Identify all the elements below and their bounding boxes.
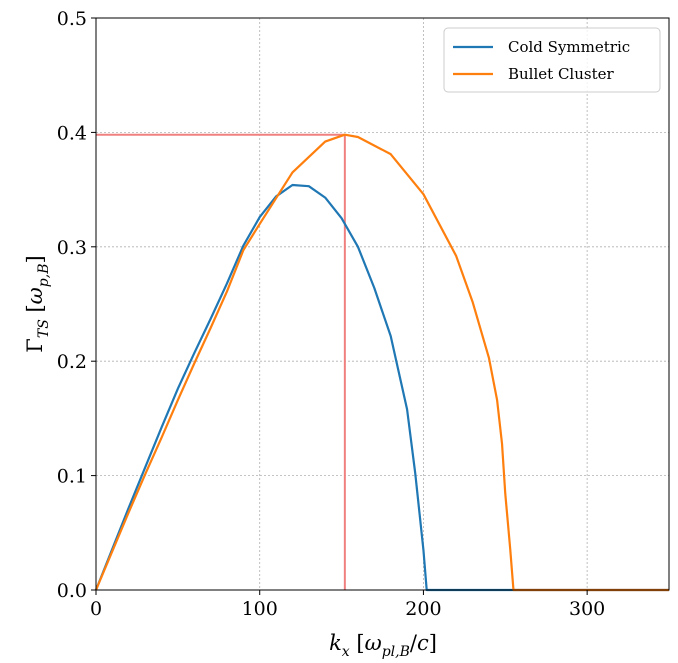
legend-label-cold-symmetric: Cold Symmetric — [508, 38, 630, 56]
axis-ticks: 0 100 200 300 0.0 0.1 0.2 0.3 0.4 0.5 — [57, 8, 605, 620]
x-axis-label: kx [ωpl,B/c] — [329, 631, 437, 660]
legend: Cold Symmetric Bullet Cluster — [443, 27, 661, 93]
grid — [95, 18, 669, 590]
series-line-cold-symmetric — [94, 183, 669, 592]
peak-markers — [96, 133, 346, 590]
legend-frame — [443, 27, 661, 93]
x-tick-label: 0 — [90, 598, 102, 620]
y-tick-label: 0.5 — [57, 8, 87, 30]
x-tick-label: 200 — [405, 598, 441, 620]
y-axis-label: ΓTS [ωp,B] — [23, 255, 52, 352]
y-tick-label: 0.3 — [57, 237, 87, 259]
x-tick-label: 300 — [569, 598, 605, 620]
series-lines — [94, 133, 669, 592]
series-line-bullet-cluster — [94, 133, 669, 592]
y-tick-label: 0.0 — [57, 580, 87, 602]
y-tick-label: 0.4 — [57, 122, 87, 144]
y-tick-label: 0.2 — [57, 351, 87, 373]
svg-text:ΓTS [ωp,B]: ΓTS [ωp,B] — [23, 255, 52, 352]
x-tick-label: 100 — [242, 598, 278, 620]
svg-text:kx [ωpl,B/c]: kx [ωpl,B/c] — [329, 631, 437, 660]
y-tick-label: 0.1 — [57, 466, 87, 488]
legend-label-bullet-cluster: Bullet Cluster — [508, 65, 614, 83]
plot-frame — [95, 17, 670, 591]
